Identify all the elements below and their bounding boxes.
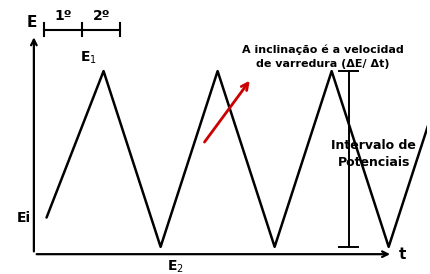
Text: E$_2$: E$_2$ [166,259,183,274]
Text: Ei: Ei [16,210,31,225]
Text: 1º: 1º [55,9,72,23]
Text: Intervalo de
Potenciais: Intervalo de Potenciais [331,139,415,169]
Text: 2º: 2º [92,9,110,23]
Text: E$_1$: E$_1$ [80,50,97,66]
Text: t: t [398,247,405,262]
Text: E: E [27,15,37,30]
Text: A inclinação é a velocidad
de varredura (ΔE/ Δt): A inclinação é a velocidad de varredura … [242,44,403,69]
